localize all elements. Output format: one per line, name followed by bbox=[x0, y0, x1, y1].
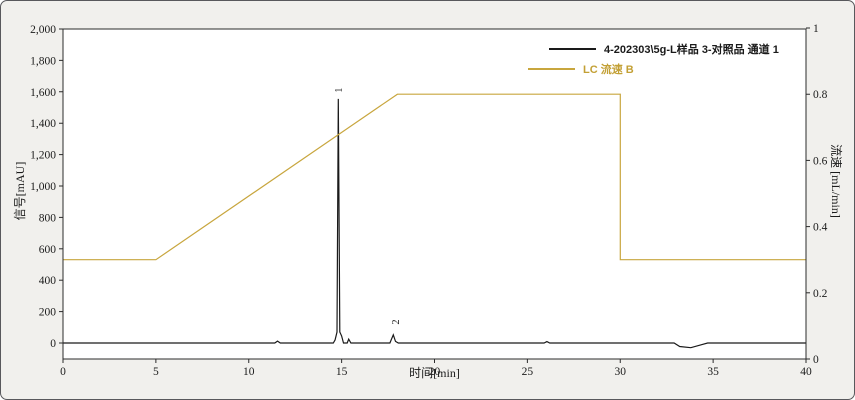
y-right-tick-label: 1 bbox=[813, 23, 819, 35]
x-tick-label: 25 bbox=[522, 366, 534, 378]
legend-item-signal[interactable]: 4-202303\5g-L样品 3-对照品 通道 1 bbox=[549, 39, 779, 59]
x-tick-label: 5 bbox=[153, 366, 159, 378]
y-right-tick-label: 0 bbox=[813, 354, 819, 366]
x-tick-label: 40 bbox=[800, 366, 812, 378]
y-right-tick-label: 0.2 bbox=[813, 288, 828, 300]
x-tick-label: 35 bbox=[707, 366, 719, 378]
legend-item-flow[interactable]: LC 流速 B bbox=[528, 59, 779, 79]
legend-line-signal-icon bbox=[549, 48, 596, 50]
plot-area[interactable] bbox=[63, 29, 806, 359]
series-signal-trace bbox=[63, 98, 806, 349]
legend-label-flow: LC 流速 B bbox=[583, 64, 634, 76]
y-axis-right-title: 流速 [mL/min] bbox=[829, 144, 843, 218]
peak-label-1: 1 bbox=[334, 88, 345, 93]
y-left-tick-label: 1,000 bbox=[30, 181, 56, 193]
y-left-tick-label: 1,600 bbox=[30, 87, 56, 99]
x-tick-label: 0 bbox=[60, 366, 66, 378]
y-left-tick-label: 1,200 bbox=[30, 150, 56, 162]
x-tick-label: 15 bbox=[336, 366, 348, 378]
y-right-tick-label: 0.4 bbox=[813, 222, 828, 234]
legend-line-flow-icon bbox=[528, 68, 575, 70]
x-axis-title: 时间[min] bbox=[409, 366, 460, 380]
y-left-tick-label: 600 bbox=[39, 244, 57, 256]
x-tick-label: 10 bbox=[243, 366, 255, 378]
y-left-tick-label: 1,400 bbox=[30, 118, 56, 130]
y-left-tick-label: 400 bbox=[39, 275, 57, 287]
series-flow-trace bbox=[63, 93, 806, 261]
x-tick-label: 30 bbox=[615, 366, 627, 378]
y-left-tick-label: 0 bbox=[50, 338, 56, 350]
peak-label-2: 2 bbox=[391, 319, 402, 324]
legend: 4-202303\5g-L样品 3-对照品 通道 1 LC 流速 B bbox=[528, 39, 779, 79]
y-left-tick-label: 200 bbox=[39, 307, 57, 319]
y-axis-left-title: 信号[mAU] bbox=[13, 161, 27, 221]
legend-label-signal: 4-202303\5g-L样品 3-对照品 通道 1 bbox=[604, 44, 779, 56]
y-right-tick-label: 0.8 bbox=[813, 89, 828, 101]
y-left-tick-label: 2,000 bbox=[30, 24, 56, 36]
x-tick-label: 20 bbox=[429, 366, 441, 378]
y-left-tick-label: 1,800 bbox=[30, 55, 56, 67]
y-left-tick-label: 800 bbox=[39, 212, 57, 224]
y-right-tick-label: 0.6 bbox=[813, 155, 828, 167]
